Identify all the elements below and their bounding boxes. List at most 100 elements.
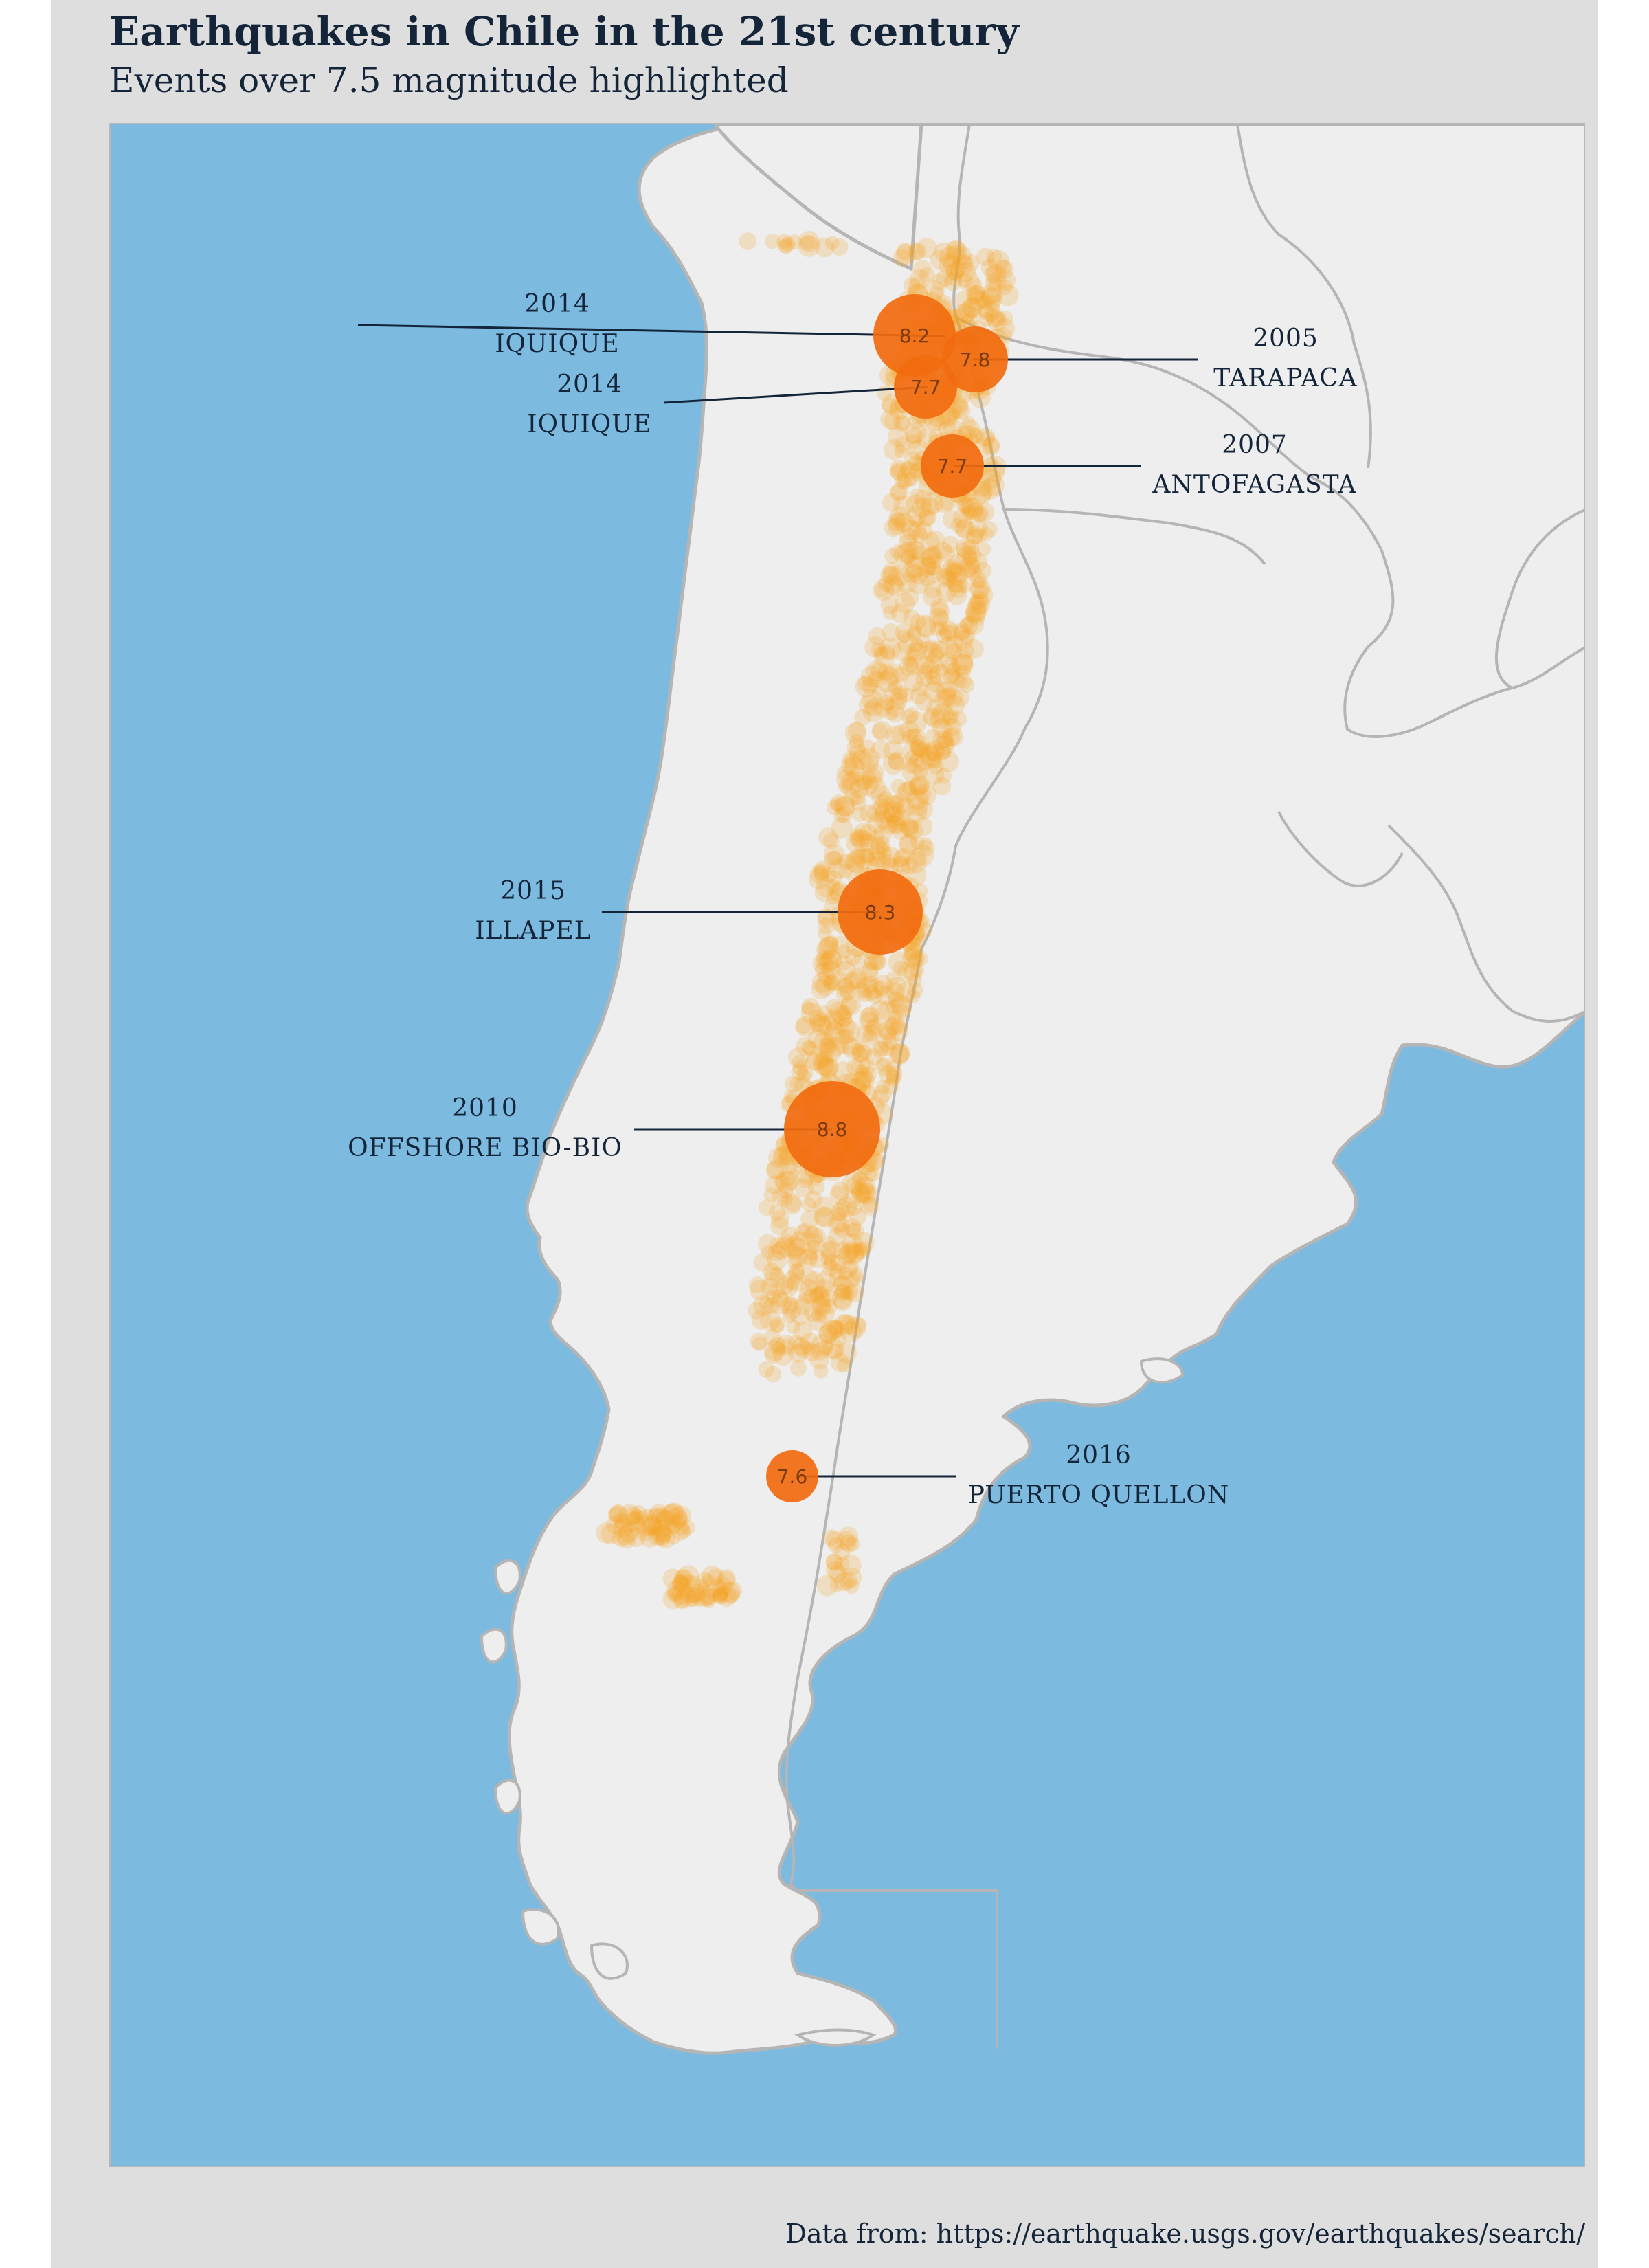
quake-marker[interactable] [873,294,956,377]
event-2014-iquique-7-7[interactable]: 7.7 2014 IQUIQUE [527,355,957,438]
minor-quake-marker [809,1287,824,1302]
minor-quake-marker [910,638,927,656]
minor-quake-marker [813,863,830,880]
minor-quake-marker [946,564,968,586]
event-2010-offshore-bio-bio-8-8[interactable]: 8.8 2010 OFFSHORE BIO-BIO [348,1081,880,1177]
minor-quake-marker [666,1507,688,1528]
minor-quake-marker [924,280,945,300]
minor-quake-marker [775,1237,796,1258]
minor-quake-marker [824,1021,846,1044]
minor-quake-marker [941,656,960,675]
minor-quake-marker [818,1038,837,1057]
minor-quake-marker [818,926,832,941]
minor-quake-marker [868,627,886,645]
minor-quake-marker [894,513,915,533]
quake-marker[interactable] [766,1450,818,1502]
minor-quake-marker [961,545,981,565]
minor-quake-marker [616,1528,637,1549]
minor-quake-marker [766,1289,782,1305]
minor-quake-marker [833,1199,851,1217]
minor-quake-marker [952,245,972,265]
minor-quake-marker [712,1586,729,1603]
minor-quake-marker [905,654,925,675]
event-2015-illapel-8-3[interactable]: 8.3 2015 ILLAPEL [475,869,923,955]
minor-quake-marker [850,849,867,865]
quake-marker[interactable] [784,1081,880,1177]
minor-quake-marker [851,1183,871,1203]
minor-quake-marker [857,1184,876,1203]
minor-quake-marker [936,269,954,287]
event-2014-iquique-8-2[interactable]: 8.2 2014 IQUIQUE [357,290,956,377]
minor-quake-marker [855,774,871,790]
event-year: 2014 [557,370,622,399]
minor-quake-marker [906,852,927,874]
minor-quake-marker [928,664,950,686]
quake-marker[interactable] [894,355,957,419]
minor-quake-marker [897,542,919,564]
minor-quake-marker [798,1174,814,1188]
minor-quake-marker [834,796,855,817]
minor-quake-marker [882,794,903,815]
minor-quake-marker [953,622,972,641]
minor-quake-marker [748,1276,767,1294]
minor-quake-marker [648,1526,668,1546]
minor-quake-marker [860,964,879,982]
quake-marker[interactable] [921,434,984,498]
minor-quake-marker [823,975,839,990]
minor-quake-marker [801,1040,816,1055]
minor-quake-marker [986,311,1007,332]
minor-quake-marker [844,1283,864,1303]
minor-quake-marker [981,282,1003,304]
minor-quake-marker [655,1509,673,1527]
minor-quake-marker [928,647,943,663]
minor-quake-marker [829,797,844,812]
minor-quake-marker [909,775,930,795]
quake-marker[interactable] [942,326,1008,392]
minor-quake-marker [606,1515,625,1535]
minor-quake-marker [828,858,849,879]
minor-quake-marker [795,1017,812,1034]
minor-quake-marker [688,1586,706,1604]
minor-quake-marker [958,419,980,441]
minor-quake-marker [941,727,961,746]
minor-quake-marker [811,1334,833,1357]
minor-quake-marker [900,857,918,875]
quake-marker[interactable] [838,869,923,955]
minor-quake-marker [902,948,921,968]
minor-quake-marker [866,660,888,682]
minor-quake-marker [713,1577,732,1596]
event-2005-tarapaca-7-8[interactable]: 7.8 2005 TARAPACA [942,324,1358,392]
minor-quake-marker [823,1258,838,1272]
minor-quake-marker [853,1070,875,1091]
event-2007-antofagasta-7-7[interactable]: 7.7 2007 ANTOFAGASTA [921,431,1357,499]
minor-quake-marker [835,1017,856,1038]
minor-quake-marker [814,1285,828,1300]
minor-quake-marker [850,827,864,842]
minor-quake-marker [833,1008,853,1027]
minor-quake-marker [778,238,793,254]
minor-quake-marker [866,764,884,783]
minor-quake-marker [876,670,899,693]
minor-quake-marker [765,1366,782,1383]
minor-quake-marker [662,1588,684,1610]
minor-quake-marker [895,473,911,489]
minor-quake-marker [899,527,918,546]
minor-quake-marker [792,1060,809,1076]
minor-quake-marker [889,506,911,529]
minor-quake-marker [655,1528,676,1549]
event-2016-puerto-quellon-7-6[interactable]: 7.6 2016 PUERTO QUELLON [766,1441,1229,1509]
minor-quake-marker [963,638,984,659]
minor-quake-marker [890,793,911,814]
minor-quake-marker [907,243,925,260]
minor-quake-marker [835,1283,851,1300]
minor-quake-marker [901,562,923,583]
minor-quake-marker [621,1518,636,1533]
minor-quake-marker [896,1005,910,1019]
minor-quake-marker [662,1568,683,1589]
minor-quake-marker [803,1343,821,1362]
minor-quake-marker [713,1588,728,1602]
minor-quake-marker [954,303,975,324]
minor-quake-marker [879,816,898,835]
minor-quake-marker [934,542,952,559]
minor-quake-marker [836,1314,855,1333]
